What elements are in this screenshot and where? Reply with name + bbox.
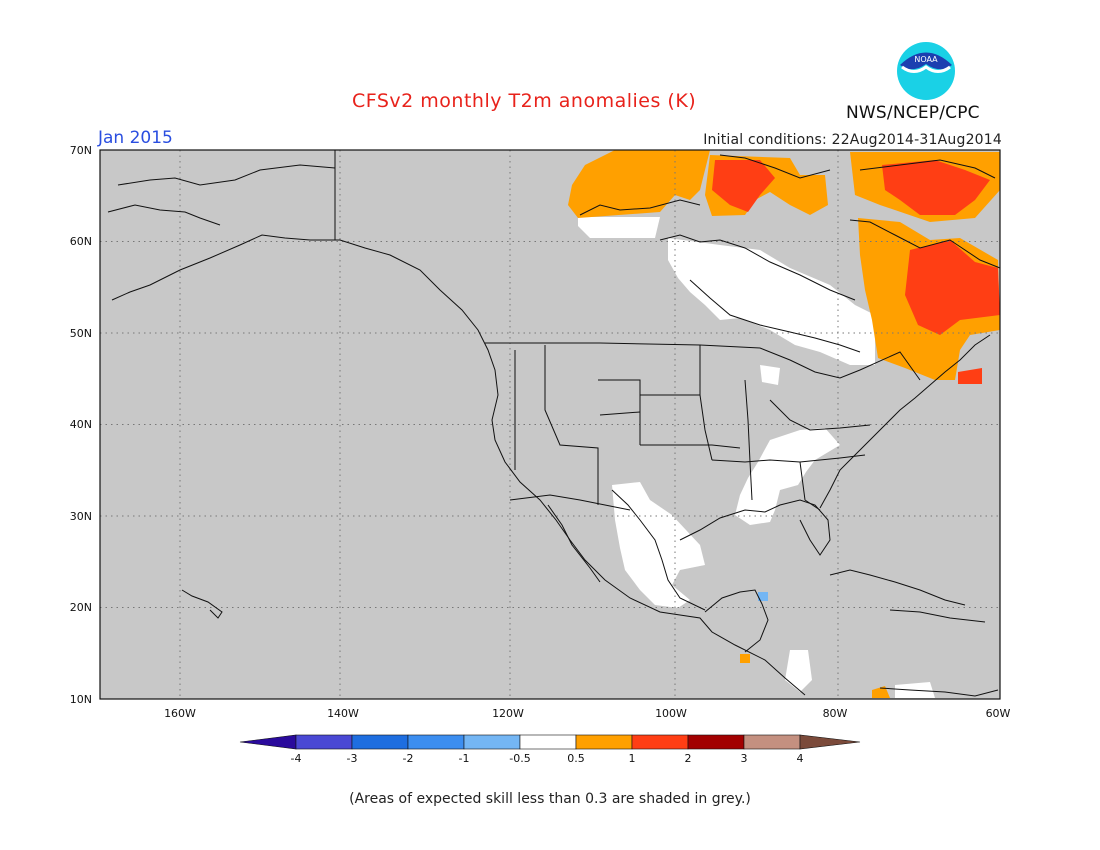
colorbar-label: 3 — [741, 752, 748, 765]
colorbar-segment — [687, 734, 745, 750]
forecast-period: Jan 2015 — [98, 128, 173, 148]
colorbar-segment — [351, 734, 409, 750]
skill-caption: (Areas of expected skill less than 0.3 a… — [349, 791, 751, 807]
colorbar-arrow-left — [239, 734, 297, 750]
lat-label: 30N — [70, 510, 92, 523]
lon-label: 120W — [492, 707, 524, 720]
colorbar-segment — [631, 734, 689, 750]
strong-warm-anomaly-regions — [712, 160, 1000, 384]
agency-label: NWS/NCEP/CPC — [846, 103, 980, 123]
colorbar-arrow-right — [799, 734, 861, 750]
colorbar-label: 0.5 — [567, 752, 585, 765]
lat-label: 70N — [70, 144, 92, 157]
lon-label: 60W — [986, 707, 1011, 720]
colorbar-segment — [295, 734, 353, 750]
colorbar-label: 4 — [797, 752, 804, 765]
map-frame — [99, 149, 1001, 700]
borders — [334, 150, 921, 511]
colorbar-label: -1 — [459, 752, 470, 765]
lon-label: 140W — [327, 707, 359, 720]
colorbar-segment — [463, 734, 521, 750]
colorbar-segment — [519, 734, 577, 750]
colorbar-segment — [575, 734, 633, 750]
colorbar-label: -0.5 — [509, 752, 530, 765]
initial-conditions: Initial conditions: 22Aug2014-31Aug2014 — [703, 132, 1002, 148]
colorbar-label: 1 — [629, 752, 636, 765]
colorbar-segment — [407, 734, 465, 750]
lon-label: 160W — [164, 707, 196, 720]
map-title: CFSv2 monthly T2m anomalies (K) — [352, 90, 697, 112]
lat-label: 40N — [70, 418, 92, 431]
lat-label: 20N — [70, 601, 92, 614]
lat-label: 50N — [70, 327, 92, 340]
colorbar-label: -4 — [291, 752, 302, 765]
lon-label: 80W — [823, 707, 848, 720]
colorbar: -4 -3 -2 -1 -0.5 0.5 1 2 3 4 — [239, 734, 861, 765]
colorbar-label: -2 — [403, 752, 414, 765]
lat-label: 10N — [70, 693, 92, 706]
colorbar-label: 2 — [685, 752, 692, 765]
lon-label: 100W — [655, 707, 687, 720]
svg-text:NOAA: NOAA — [914, 55, 938, 64]
cool-anomaly-spot — [758, 592, 768, 601]
colorbar-segment — [743, 734, 801, 750]
colorbar-label: -3 — [347, 752, 358, 765]
noaa-logo-icon: NOAA — [897, 42, 955, 100]
lat-label: 60N — [70, 235, 92, 248]
graticule — [100, 150, 1000, 699]
coastlines — [107, 154, 1001, 697]
